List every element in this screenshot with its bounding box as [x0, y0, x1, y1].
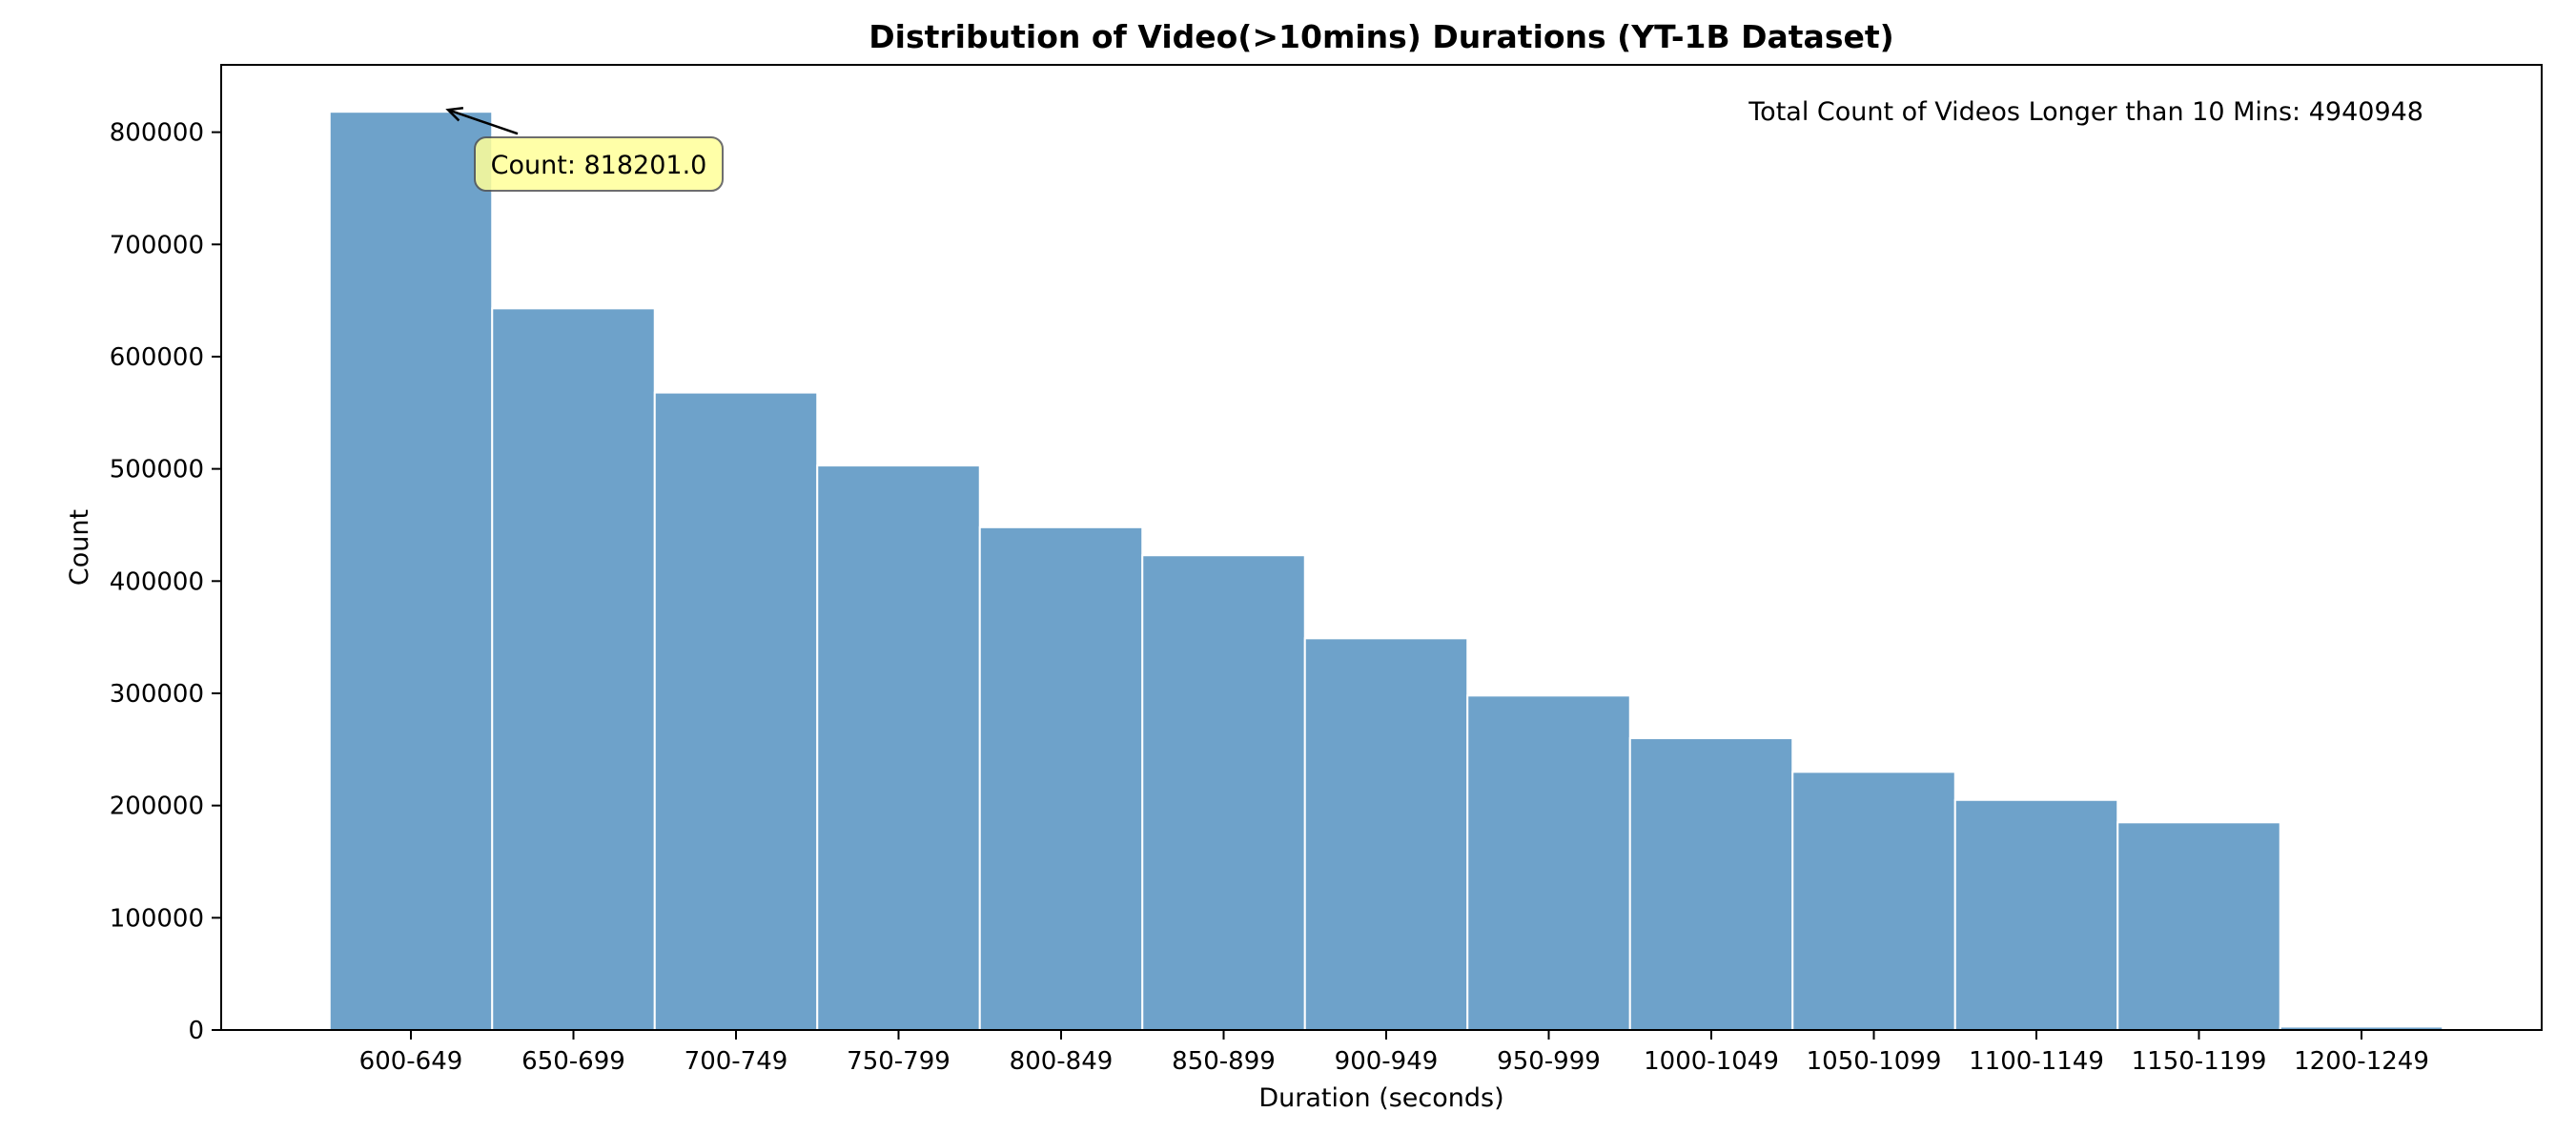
- y-tick-label: 300000: [110, 680, 204, 709]
- x-tick-label: 750-799: [847, 1047, 951, 1076]
- y-tick-label: 100000: [110, 904, 204, 933]
- bar-1100-1149: [1953, 798, 2119, 1032]
- bars-group: [328, 111, 2444, 1032]
- y-axis: 0 100000 200000 300000 400000 500000 600000 700…: [110, 119, 221, 1045]
- bar-950-999: [1466, 694, 1631, 1032]
- x-tick-label: 700-749: [685, 1047, 788, 1076]
- x-tick-label: 800-849: [1010, 1047, 1114, 1076]
- y-tick-label: 600000: [110, 343, 204, 372]
- bar-800-849: [978, 525, 1144, 1031]
- x-tick-label: 900-949: [1335, 1047, 1439, 1076]
- y-tick-label: 200000: [110, 793, 204, 821]
- bar-1050-1099: [1791, 771, 1956, 1031]
- x-tick-label: 850-899: [1172, 1047, 1276, 1076]
- annotation-box: [474, 136, 724, 192]
- x-tick-label: 650-699: [521, 1047, 625, 1076]
- total-count-note: Total Count of Videos Longer than 10 Min…: [1748, 97, 2423, 127]
- x-tick-label: 950-999: [1497, 1047, 1601, 1076]
- annotation-arrowhead: [445, 107, 464, 122]
- annotation-arrow: [447, 109, 519, 135]
- y-tick-label: 400000: [110, 567, 204, 596]
- x-tick-label: 1000-1049: [1644, 1047, 1779, 1076]
- x-tick-label: 1050-1099: [1807, 1047, 1942, 1076]
- x-axis: 600-649 650-699 700-749 750-799 800-849 850-8…: [359, 1030, 2429, 1076]
- y-axis-label: Count: [65, 509, 94, 586]
- x-axis-label: Duration (seconds): [1258, 1083, 1503, 1113]
- bar-1000-1049: [1628, 737, 1794, 1031]
- bar-750-799: [816, 464, 981, 1032]
- bar-1150-1199: [2116, 821, 2281, 1031]
- y-tick-label: 800000: [110, 119, 204, 148]
- x-tick-label: 1150-1199: [2132, 1047, 2267, 1076]
- plot-frame: [220, 64, 2543, 1031]
- y-tick-label: 0: [188, 1017, 204, 1045]
- bar-900-949: [1303, 637, 1469, 1031]
- y-tick-label: 500000: [110, 456, 204, 484]
- x-tick-label: 600-649: [359, 1047, 463, 1076]
- bar-650-699: [491, 307, 656, 1031]
- annotation-text: Count: 818201.0: [491, 151, 707, 180]
- peak-annotation: Count: 818201.0: [445, 107, 724, 192]
- bar-700-749: [653, 391, 819, 1031]
- x-tick-label: 1200-1249: [2294, 1047, 2429, 1076]
- x-tick-label: 1100-1149: [1969, 1047, 2104, 1076]
- y-tick-label: 700000: [110, 231, 204, 259]
- bar-850-899: [1141, 554, 1306, 1031]
- chart-title: Distribution of Video(>10mins) Durations…: [869, 18, 1893, 55]
- bar-600-649: [328, 111, 494, 1032]
